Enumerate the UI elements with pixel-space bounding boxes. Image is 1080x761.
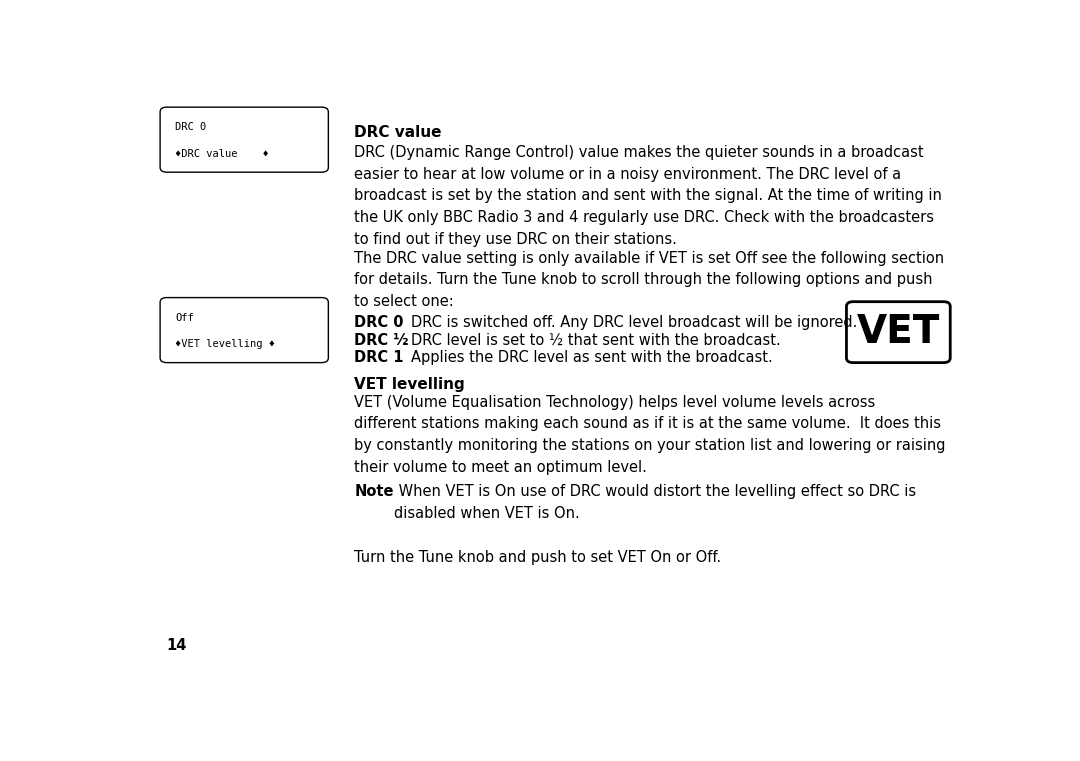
Text: ♦DRC value    ♦: ♦DRC value ♦: [175, 148, 269, 159]
FancyBboxPatch shape: [847, 301, 950, 363]
Text: When VET is On use of DRC would distort the levelling effect so DRC is
disabled : When VET is On use of DRC would distort …: [394, 484, 917, 521]
Text: DRC 0: DRC 0: [175, 123, 206, 132]
FancyBboxPatch shape: [160, 107, 328, 172]
Text: Off: Off: [175, 313, 194, 323]
Text: Turn the Tune knob and push to set VET On or Off.: Turn the Tune knob and push to set VET O…: [354, 549, 721, 565]
Text: DRC level is set to ½ that sent with the broadcast.: DRC level is set to ½ that sent with the…: [411, 333, 781, 348]
Text: DRC value: DRC value: [354, 126, 442, 140]
Text: VET (Volume Equalisation Technology) helps level volume levels across
different : VET (Volume Equalisation Technology) hel…: [354, 395, 946, 475]
Text: VET levelling: VET levelling: [354, 377, 465, 392]
Text: Note: Note: [354, 484, 394, 499]
FancyBboxPatch shape: [160, 298, 328, 363]
Text: DRC is switched off. Any DRC level broadcast will be ignored.: DRC is switched off. Any DRC level broad…: [411, 315, 858, 330]
Text: 14: 14: [166, 638, 187, 653]
Text: VET: VET: [856, 314, 940, 351]
Text: The DRC value setting is only available if VET is set Off see the following sect: The DRC value setting is only available …: [354, 250, 944, 309]
Text: DRC ½: DRC ½: [354, 333, 409, 348]
Text: DRC 0: DRC 0: [354, 315, 404, 330]
Text: Applies the DRC level as sent with the broadcast.: Applies the DRC level as sent with the b…: [411, 350, 773, 365]
Text: DRC (Dynamic Range Control) value makes the quieter sounds in a broadcast
easier: DRC (Dynamic Range Control) value makes …: [354, 145, 942, 247]
Text: DRC 1: DRC 1: [354, 350, 404, 365]
Text: ♦VET levelling ♦: ♦VET levelling ♦: [175, 339, 275, 349]
